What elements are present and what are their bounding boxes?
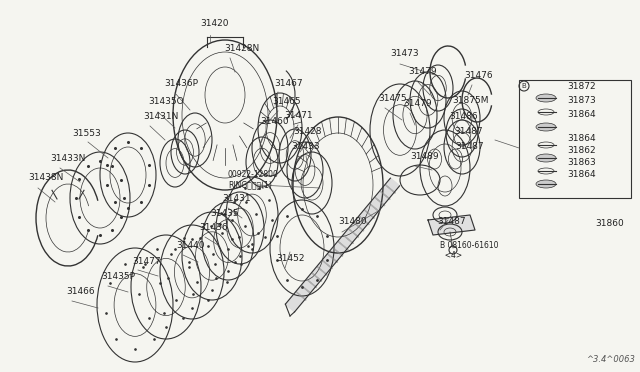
Text: 31428N: 31428N bbox=[224, 44, 259, 53]
Text: 31475: 31475 bbox=[378, 94, 406, 103]
Text: 31480: 31480 bbox=[338, 217, 367, 226]
Text: 31477: 31477 bbox=[132, 257, 161, 266]
Text: 31476: 31476 bbox=[464, 71, 493, 80]
Text: 31460: 31460 bbox=[260, 117, 289, 126]
Polygon shape bbox=[428, 215, 475, 235]
Text: 31420: 31420 bbox=[201, 19, 229, 28]
Polygon shape bbox=[307, 279, 317, 288]
Polygon shape bbox=[312, 273, 322, 282]
Polygon shape bbox=[354, 223, 364, 231]
Polygon shape bbox=[349, 229, 358, 237]
Text: 31471: 31471 bbox=[284, 111, 312, 120]
Ellipse shape bbox=[536, 123, 556, 131]
Text: 31436P: 31436P bbox=[164, 79, 198, 88]
Text: 31479: 31479 bbox=[403, 99, 431, 108]
Text: 31479: 31479 bbox=[408, 67, 436, 76]
Text: 31864: 31864 bbox=[567, 134, 596, 143]
Text: 31486: 31486 bbox=[449, 112, 477, 121]
Text: 31873: 31873 bbox=[567, 96, 596, 105]
Polygon shape bbox=[380, 191, 390, 199]
Polygon shape bbox=[344, 235, 353, 244]
Text: 00922-12800
RINGリング(1): 00922-12800 RINGリング(1) bbox=[228, 170, 279, 189]
Ellipse shape bbox=[536, 154, 556, 162]
Text: 31433N: 31433N bbox=[50, 154, 85, 163]
Text: 31553: 31553 bbox=[72, 129, 100, 138]
Text: 31875M: 31875M bbox=[452, 96, 488, 105]
Text: 31428: 31428 bbox=[293, 127, 321, 136]
Text: 31863: 31863 bbox=[567, 158, 596, 167]
Text: 31862: 31862 bbox=[567, 146, 596, 155]
Polygon shape bbox=[328, 254, 338, 263]
Text: 31452: 31452 bbox=[276, 254, 305, 263]
Polygon shape bbox=[375, 198, 385, 206]
Text: B 08160-61610: B 08160-61610 bbox=[440, 241, 499, 250]
Polygon shape bbox=[339, 241, 348, 250]
Text: ^3.4^0063: ^3.4^0063 bbox=[586, 355, 635, 364]
Polygon shape bbox=[365, 210, 374, 218]
Text: 31473: 31473 bbox=[390, 49, 419, 58]
Text: 31487: 31487 bbox=[437, 217, 466, 226]
Polygon shape bbox=[301, 286, 312, 294]
Text: 31487: 31487 bbox=[455, 142, 484, 151]
Text: 31436: 31436 bbox=[199, 223, 228, 232]
Text: 31467: 31467 bbox=[274, 79, 303, 88]
Text: 31465: 31465 bbox=[272, 97, 301, 106]
Polygon shape bbox=[370, 204, 380, 212]
Text: 31431N: 31431N bbox=[143, 112, 179, 121]
Ellipse shape bbox=[536, 180, 556, 188]
Text: <4>: <4> bbox=[440, 251, 462, 260]
Polygon shape bbox=[317, 267, 327, 275]
Polygon shape bbox=[359, 217, 369, 225]
Text: 31864: 31864 bbox=[567, 170, 596, 179]
Bar bbox=[519, 80, 631, 198]
Text: 31435P: 31435P bbox=[101, 272, 135, 281]
Polygon shape bbox=[323, 260, 332, 269]
Text: 31864: 31864 bbox=[567, 110, 596, 119]
Text: 31433: 31433 bbox=[291, 142, 319, 151]
Polygon shape bbox=[296, 292, 306, 300]
Text: 31466: 31466 bbox=[66, 287, 95, 296]
Text: B: B bbox=[522, 83, 526, 89]
Text: 31431: 31431 bbox=[222, 194, 251, 203]
Text: 31435O: 31435O bbox=[148, 97, 184, 106]
Text: 31435: 31435 bbox=[210, 209, 239, 218]
Text: 31860: 31860 bbox=[595, 219, 624, 228]
Text: 31872: 31872 bbox=[567, 82, 596, 91]
Text: 31440: 31440 bbox=[176, 241, 205, 250]
Polygon shape bbox=[333, 248, 343, 256]
Text: 31487: 31487 bbox=[454, 127, 483, 136]
Polygon shape bbox=[285, 178, 399, 312]
Polygon shape bbox=[386, 185, 396, 193]
Text: 31438N: 31438N bbox=[28, 173, 63, 182]
Ellipse shape bbox=[536, 94, 556, 102]
Text: 31489: 31489 bbox=[410, 152, 438, 161]
